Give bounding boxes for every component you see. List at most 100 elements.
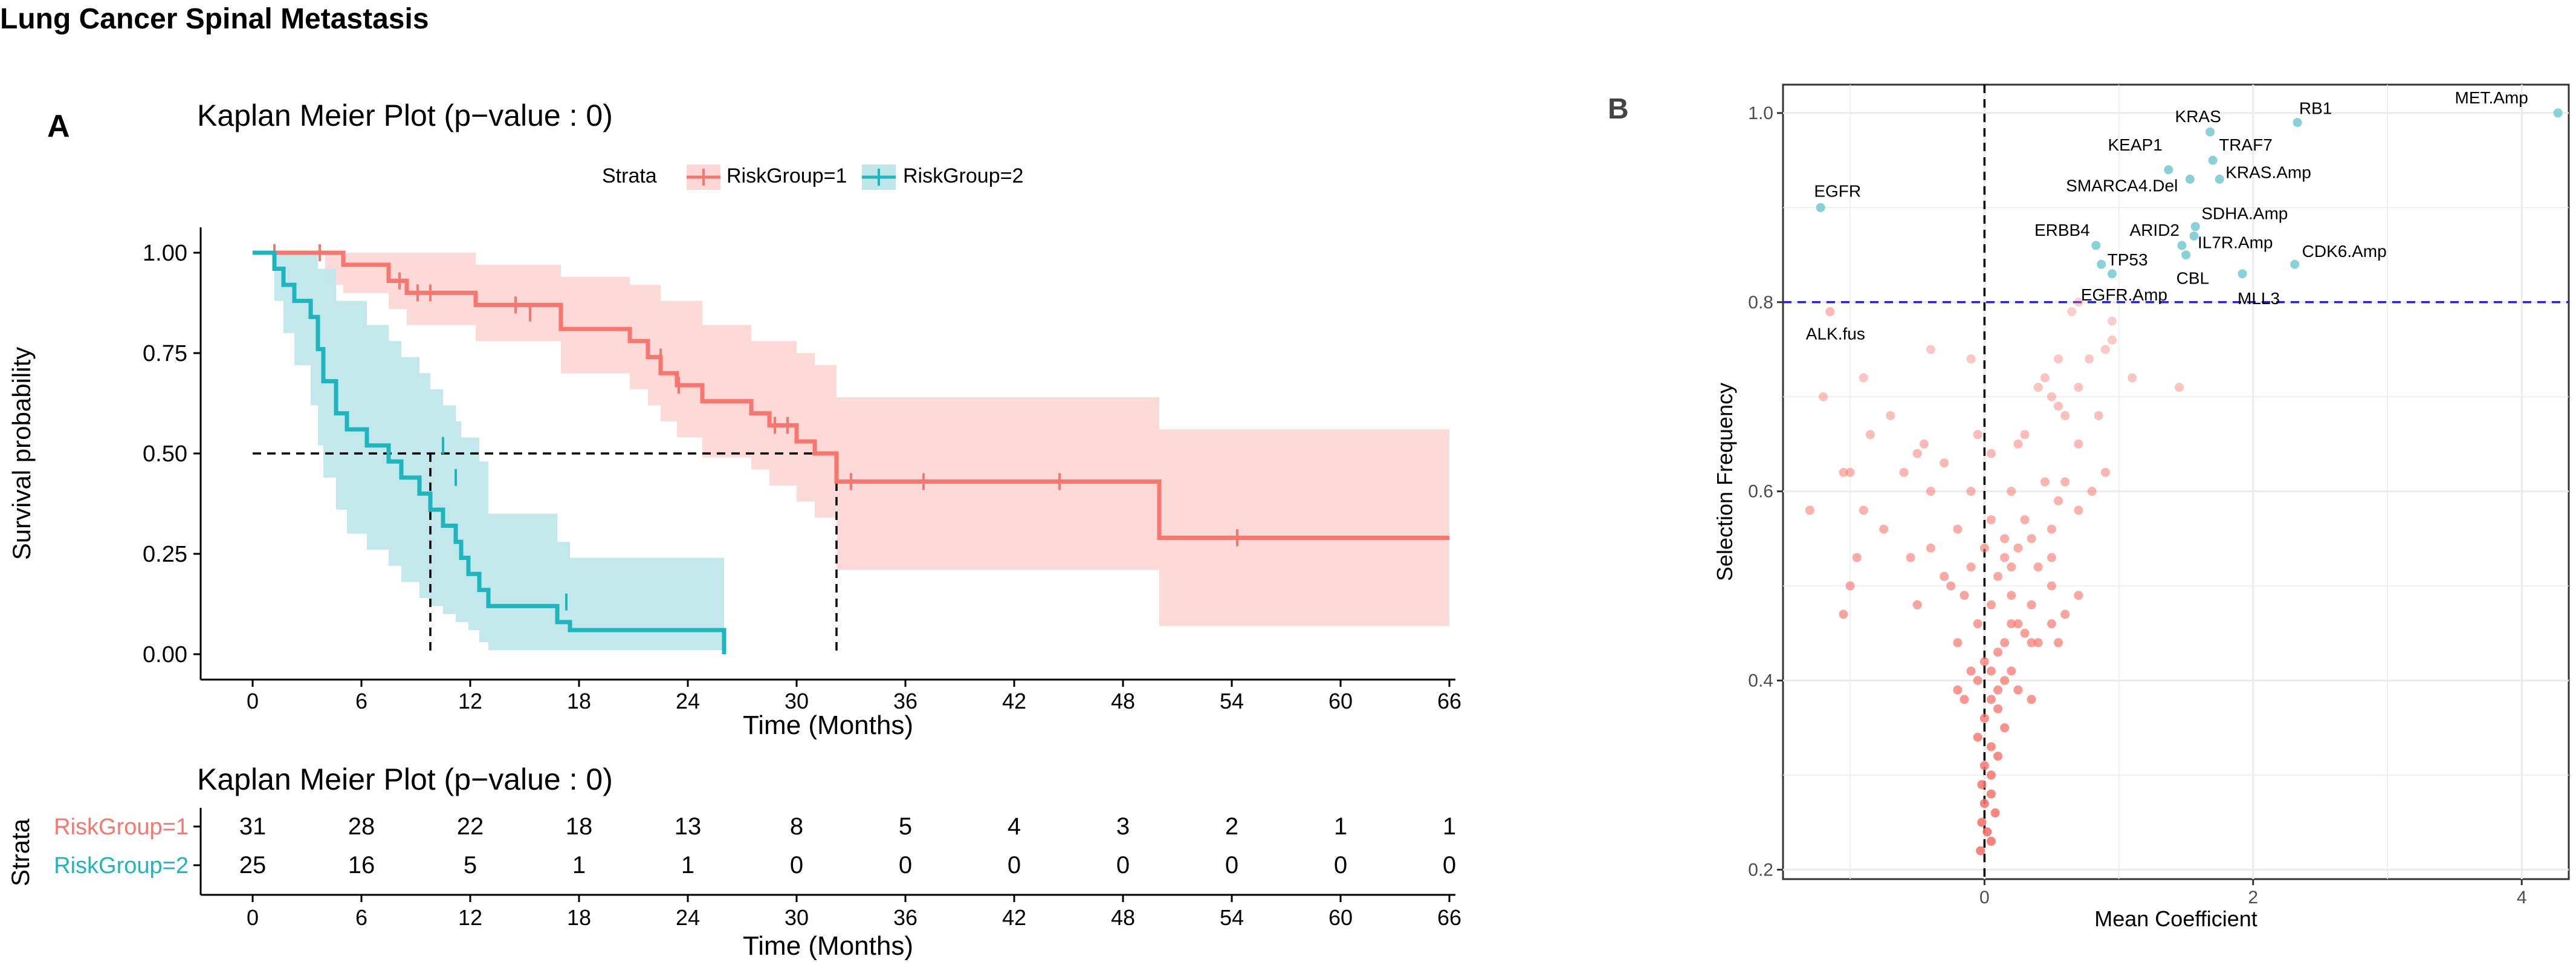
- risk-table-cell: 5: [899, 813, 912, 840]
- km-x-tick-label: 0: [247, 689, 259, 713]
- km-x-tick-label: 54: [1220, 689, 1244, 713]
- labeled-point: [2290, 259, 2300, 269]
- point-label: KRAS: [2175, 107, 2221, 126]
- km-y-tick-label: 0.25: [143, 542, 187, 567]
- labeled-point: [1825, 307, 1835, 316]
- scatter-point: [2074, 297, 2083, 307]
- scatter-point: [2007, 666, 2016, 676]
- labeled-point: [1816, 203, 1825, 212]
- scatter-point: [1977, 817, 1987, 827]
- selection-y-tick-label: 0.2: [1748, 860, 1773, 880]
- scatter-point: [2033, 562, 2043, 572]
- scatter-point: [2100, 467, 2110, 477]
- scatter-point: [2107, 316, 2117, 326]
- risk-table-cell: 5: [464, 852, 477, 879]
- scatter-point: [1976, 846, 1985, 856]
- scatter-point: [1977, 780, 1987, 790]
- selection-y-tick-label: 0.6: [1748, 482, 1773, 502]
- risk-table-cell: 22: [457, 813, 484, 840]
- scatter-point: [1986, 836, 1996, 846]
- scatter-point: [2033, 638, 2043, 648]
- scatter-point: [1986, 770, 1996, 780]
- risk-table-cell: 0: [899, 852, 912, 879]
- scatter-point: [2054, 638, 2063, 648]
- scatter-point: [1993, 685, 2003, 695]
- selection-x-ticks: 0 2 4: [1979, 879, 2527, 908]
- scatter-point: [1906, 553, 1915, 562]
- risk-table-cell: 13: [675, 813, 702, 840]
- selection-point-labels: MET.Amp RB1 KRAS TRAF7 KEAP1 KRAS.Amp SMARCA4.…: [1806, 88, 2528, 343]
- scatter-point: [1899, 467, 1909, 477]
- risk-table-cell: 0: [1116, 852, 1130, 879]
- scatter-point: [1986, 515, 1996, 525]
- scatter-point: [1979, 544, 1989, 553]
- risk-table-x-tick-label: 60: [1328, 905, 1353, 930]
- km-x-tick-label: 30: [785, 689, 809, 713]
- scatter-point: [2013, 544, 2023, 553]
- scatter-point: [2000, 723, 2010, 733]
- scatter-point: [2007, 487, 2016, 496]
- labeled-point: [2164, 165, 2173, 175]
- scatter-point: [1986, 695, 1996, 704]
- labeled-point: [2205, 127, 2215, 137]
- scatter-point: [1993, 648, 2003, 657]
- scatter-point: [2074, 383, 2083, 392]
- scatter-point: [2060, 477, 2070, 487]
- scatter-point: [1973, 732, 1982, 742]
- scatter-point: [1865, 430, 1875, 440]
- risk-table-x-tick-label: 0: [247, 905, 259, 930]
- labeled-point: [2190, 222, 2200, 232]
- scatter-point: [1986, 666, 1996, 676]
- scatter-point: [2020, 430, 2030, 440]
- scatter-point: [2074, 439, 2083, 449]
- scatter-point: [1926, 487, 1935, 496]
- scatter-point: [2033, 383, 2043, 392]
- survival-curve-riskgroup-2: [253, 250, 727, 654]
- scatter-point: [2074, 591, 2083, 600]
- point-label: MET.Amp: [2455, 88, 2528, 107]
- selection-x-axis-label: Mean Coefficient: [2094, 906, 2257, 931]
- scatter-point: [1979, 761, 1989, 770]
- point-label: TP53: [2108, 250, 2148, 269]
- scatter-point: [1852, 553, 1862, 562]
- scatter-point: [1953, 685, 1963, 695]
- scatter-point: [2040, 477, 2050, 487]
- labeled-point: [2177, 241, 2187, 250]
- scatter-point: [2175, 383, 2184, 392]
- km-x-ticks: 0 6 12 18 24 30 36 42 48 54 60 66: [247, 680, 1461, 713]
- risk-table-cell: 0: [1443, 852, 1456, 879]
- legend-label-riskgroup-2: RiskGroup=2: [903, 164, 1023, 187]
- km-y-axis-label: Survival probability: [7, 347, 36, 560]
- scatter-point: [2060, 609, 2070, 619]
- scatter-point: [1859, 373, 1868, 383]
- scatter-point: [2027, 695, 2036, 704]
- scatter-point: [1926, 345, 1935, 354]
- risk-table-cell: 28: [348, 813, 375, 840]
- scatter-point: [2013, 439, 2023, 449]
- scatter-point: [1990, 808, 2000, 817]
- scatter-point: [2000, 638, 2010, 648]
- selection-x-tick-label: 2: [2248, 888, 2258, 908]
- scatter-point: [1982, 827, 1992, 837]
- km-x-tick-label: 36: [893, 689, 917, 713]
- labeled-point: [2097, 259, 2106, 269]
- scatter-point: [2060, 411, 2070, 420]
- labeled-point: [2107, 269, 2117, 279]
- point-label: CBL: [2176, 269, 2209, 288]
- risk-table: RiskGroup=1 31 28 22 18 13 8 5 4 3 2 1 1 RiskGroup=2 2…: [54, 813, 1456, 879]
- labeled-point: [2553, 108, 2563, 118]
- risk-table-title: Kaplan Meier Plot (p−value : 0): [197, 762, 613, 796]
- scatter-point: [2007, 562, 2016, 572]
- point-label: SDHA.Amp: [2201, 204, 2288, 223]
- risk-table-cell: 3: [1116, 813, 1130, 840]
- risk-table-x-tick-label: 54: [1220, 905, 1244, 930]
- scatter-point: [2054, 354, 2063, 364]
- scatter-point: [1973, 619, 1982, 629]
- scatter-point: [2020, 515, 2030, 525]
- point-label: CDK6.Amp: [2302, 242, 2387, 261]
- risk-table-x-ticks: 0 6 12 18 24 30 36 42 48 54 60 66: [247, 895, 1461, 930]
- selection-y-axis-label: Selection Frequency: [1712, 383, 1737, 581]
- risk-table-x-tick-label: 12: [458, 905, 482, 930]
- selection-y-ticks: 0.2 0.4 0.6 0.8 1.0: [1748, 103, 1783, 880]
- scatter-point: [1966, 562, 1976, 572]
